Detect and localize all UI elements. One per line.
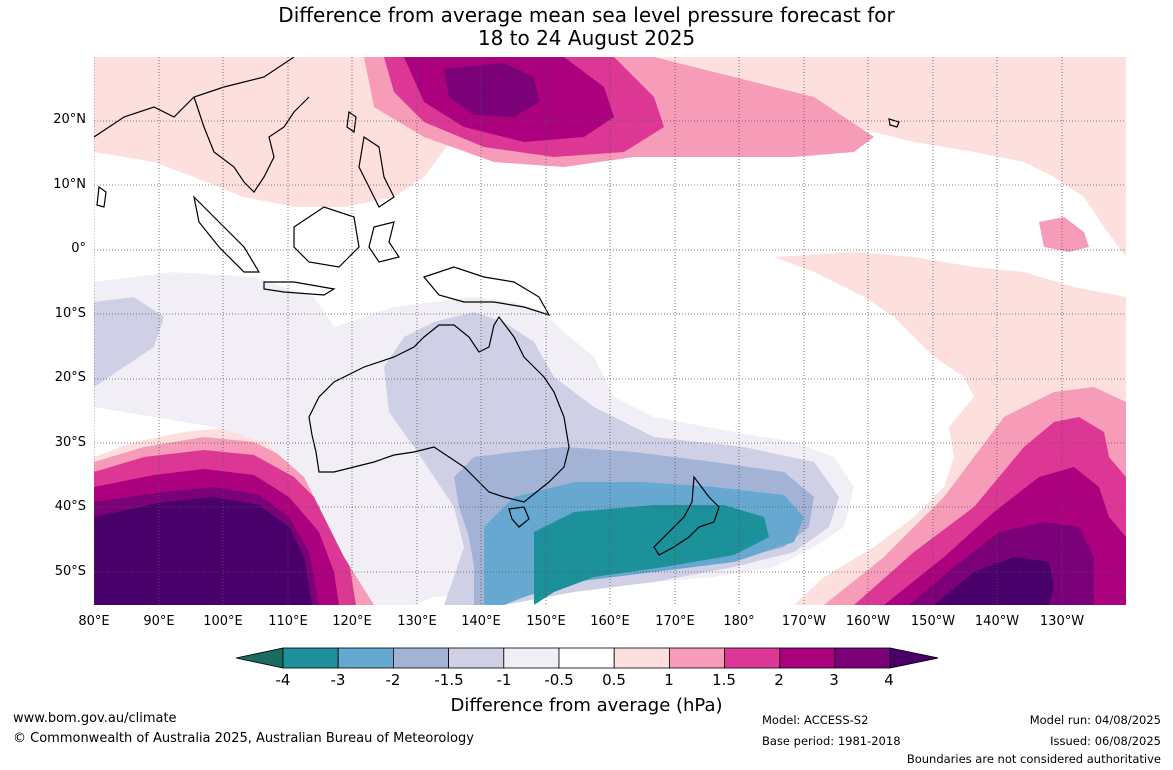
anomaly-positive-north xyxy=(94,57,1126,257)
lon-label-140e: 140°E xyxy=(461,614,501,629)
colorbar-swatch xyxy=(834,647,891,669)
sulawesi-coast xyxy=(368,221,400,263)
cbar-tick: -1 xyxy=(496,671,512,689)
lat-label-10n: 10°N xyxy=(53,177,86,192)
philippines-coast xyxy=(358,135,395,208)
sri-lanka-coast xyxy=(96,185,107,208)
colorbar-swatch xyxy=(558,647,615,669)
lon-label-140w: 140°W xyxy=(974,614,1020,629)
lon-label-160e: 160°E xyxy=(590,614,630,629)
lon-label-170e: 170°E xyxy=(655,614,695,629)
colorbar-swatch xyxy=(448,647,505,669)
title-line-1: Difference from average mean sea level p… xyxy=(278,3,895,27)
lon-label-110e: 110°E xyxy=(268,614,308,629)
lon-label-90e: 90°E xyxy=(143,614,175,629)
australia-coast xyxy=(308,315,570,503)
cbar-tick: 1.5 xyxy=(712,671,736,689)
colorbar-swatch xyxy=(503,647,560,669)
sumatra-coast xyxy=(193,195,261,273)
lat-label-20n: 20°N xyxy=(53,112,86,127)
issued-text: Issued: 06/08/2025 xyxy=(1050,734,1161,748)
colorbar-swatch xyxy=(724,647,781,669)
cbar-tick: 4 xyxy=(884,671,894,689)
cbar-tick: -0.5 xyxy=(544,671,574,689)
borneo-coast xyxy=(293,206,360,268)
anomaly-neg-2 xyxy=(94,297,164,387)
colorbar-swatch xyxy=(613,647,670,669)
anomaly-neg-6 xyxy=(534,505,769,605)
colorbar-swatch xyxy=(668,647,725,669)
java-coast xyxy=(263,281,336,296)
map-canvas xyxy=(94,57,1126,605)
asia-mainland-coast xyxy=(94,57,310,193)
new-guinea-coast xyxy=(422,266,551,317)
model-run-text: Model run: 04/08/2025 xyxy=(1029,713,1161,727)
pressure-anomaly-map xyxy=(94,57,1126,605)
lon-label-130e: 130°E xyxy=(397,614,437,629)
lon-label-120e: 120°E xyxy=(332,614,372,629)
cbar-tick: -2 xyxy=(385,671,401,689)
anomaly-sw-5 xyxy=(94,497,312,605)
anomaly-equatorial-patch xyxy=(1039,217,1089,252)
colorbar-swatch xyxy=(337,647,394,669)
cbar-tick: 0.5 xyxy=(602,671,626,689)
anomaly-se-5 xyxy=(934,557,1054,605)
graticule xyxy=(94,57,1126,605)
colorbar-swatch xyxy=(392,647,449,669)
taiwan-coast xyxy=(346,110,357,134)
lon-label-80e: 80°E xyxy=(78,614,110,629)
base-period-text: Base period: 1981-2018 xyxy=(762,734,901,748)
lat-label-0: 0° xyxy=(71,241,86,256)
cbar-tick: -1.5 xyxy=(434,671,464,689)
lon-label-180: 180° xyxy=(723,614,755,629)
colorbar xyxy=(235,647,939,669)
anomaly-nh-4 xyxy=(444,63,539,117)
colorbar-swatch xyxy=(282,647,339,669)
title-line-2: 18 to 24 August 2025 xyxy=(477,26,696,50)
colorbar-extend-max xyxy=(889,647,939,669)
lon-label-150e: 150°E xyxy=(526,614,566,629)
cbar-tick: 1 xyxy=(664,671,674,689)
lat-label-30s: 30°S xyxy=(54,435,86,450)
model-text: Model: ACCESS-S2 xyxy=(762,713,869,727)
lat-label-40s: 40°S xyxy=(54,499,86,514)
lat-label-50s: 50°S xyxy=(54,564,86,579)
disclaimer-text: Boundaries are not considered authoritat… xyxy=(906,752,1161,766)
colorbar-swatch xyxy=(779,647,836,669)
copyright-text: © Commonwealth of Australia 2025, Austra… xyxy=(13,731,474,746)
colorbar-extend-min xyxy=(235,647,284,669)
lon-label-150w: 150°W xyxy=(910,614,956,629)
colorbar-label: Difference from average (hPa) xyxy=(450,695,723,716)
lon-label-130w: 130°W xyxy=(1039,614,1085,629)
cbar-tick: -4 xyxy=(275,671,291,689)
cbar-tick: 3 xyxy=(829,671,839,689)
cbar-tick: 2 xyxy=(774,671,784,689)
lat-label-10s: 10°S xyxy=(54,306,86,321)
lon-label-160w: 160°W xyxy=(845,614,891,629)
map-title: Difference from average mean sea level p… xyxy=(0,4,1173,50)
tasmania-coast xyxy=(508,506,530,528)
lon-label-100e: 100°E xyxy=(203,614,243,629)
lat-label-20s: 20°S xyxy=(54,370,86,385)
colorbar-swatches xyxy=(235,647,939,669)
lon-label-170w: 170°W xyxy=(781,614,827,629)
website-link[interactable]: www.bom.gov.au/climate xyxy=(13,711,177,726)
cbar-tick: -3 xyxy=(330,671,346,689)
